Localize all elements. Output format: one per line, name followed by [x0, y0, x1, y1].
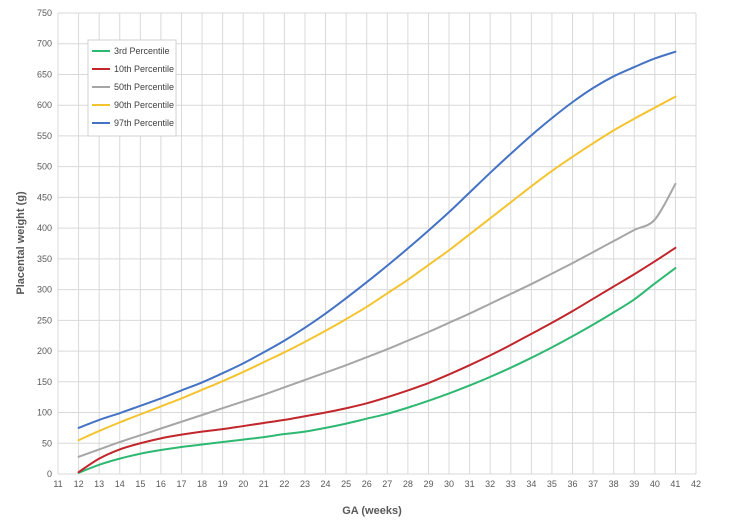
x-tick-label: 30 — [444, 479, 454, 489]
x-tick-label: 42 — [691, 479, 701, 489]
x-tick-label: 19 — [218, 479, 228, 489]
x-tick-label: 38 — [609, 479, 619, 489]
y-tick-labels: 0 50 100 150 200 250 300 350 400 450 500 550 600 650 7… — [37, 8, 52, 479]
x-tick-labels: 11 12 13 14 15 16 17 18 19 20 21 22 23 24 25 26 27 28 29 30… — [53, 479, 701, 489]
x-tick-label: 33 — [506, 479, 516, 489]
x-tick-label: 16 — [156, 479, 166, 489]
y-axis-title: Placental weight (g) — [15, 191, 27, 295]
y-tick-label: 150 — [37, 377, 52, 387]
legend: 3rd Percentile 10th Percentile 50th Percen… — [87, 39, 177, 137]
x-tick-label: 35 — [547, 479, 557, 489]
y-tick-label: 0 — [47, 469, 52, 479]
legend-label-3rd-percentile: 3rd Percentile — [114, 46, 170, 56]
y-tick-label: 200 — [37, 346, 52, 356]
x-tick-label: 21 — [259, 479, 269, 489]
x-tick-label: 29 — [423, 479, 433, 489]
x-tick-label: 37 — [588, 479, 598, 489]
y-tick-label: 500 — [37, 162, 52, 172]
y-tick-label: 600 — [37, 100, 52, 110]
y-tick-label: 300 — [37, 285, 52, 295]
x-tick-label: 18 — [197, 479, 207, 489]
x-tick-label: 34 — [526, 479, 536, 489]
legend-label-97th-percentile: 97th Percentile — [114, 118, 174, 128]
series-lines — [77, 50, 677, 474]
y-tick-label: 50 — [42, 438, 52, 448]
x-tick-label: 15 — [135, 479, 145, 489]
x-tick-label: 28 — [403, 479, 413, 489]
y-tick-label: 250 — [37, 315, 52, 325]
y-tick-label: 450 — [37, 192, 52, 202]
x-tick-label: 17 — [176, 479, 186, 489]
legend-label-50th-percentile: 50th Percentile — [114, 82, 174, 92]
x-tick-label: 20 — [238, 479, 248, 489]
x-tick-label: 40 — [650, 479, 660, 489]
x-tick-label: 26 — [362, 479, 372, 489]
x-tick-label: 13 — [94, 479, 104, 489]
legend-label-10th-percentile: 10th Percentile — [114, 64, 174, 74]
x-tick-label: 23 — [300, 479, 310, 489]
x-tick-label: 41 — [670, 479, 680, 489]
x-tick-label: 36 — [568, 479, 578, 489]
x-tick-label: 14 — [115, 479, 125, 489]
x-tick-label: 27 — [382, 479, 392, 489]
x-tick-label: 31 — [465, 479, 475, 489]
x-tick-label: 39 — [629, 479, 639, 489]
y-tick-label: 550 — [37, 131, 52, 141]
y-tick-label: 700 — [37, 39, 52, 49]
y-tick-label: 400 — [37, 223, 52, 233]
series-line-10th-percentile — [77, 246, 677, 474]
x-tick-label: 11 — [53, 479, 62, 489]
series-line-50th-percentile — [77, 182, 677, 458]
y-tick-label: 100 — [37, 408, 52, 418]
x-tick-label: 22 — [279, 479, 289, 489]
y-tick-label: 350 — [37, 254, 52, 264]
x-tick-label: 25 — [341, 479, 351, 489]
x-tick-label: 12 — [74, 479, 84, 489]
series-line-3rd-percentile — [77, 267, 677, 474]
x-tick-label: 32 — [485, 479, 495, 489]
y-tick-label: 650 — [37, 69, 52, 79]
series-line-90th-percentile — [77, 95, 677, 442]
series-line-97th-percentile — [77, 50, 677, 429]
x-axis-title: GA (weeks) — [342, 505, 402, 517]
legend-label-90th-percentile: 90th Percentile — [114, 100, 174, 110]
y-tick-label: 750 — [37, 8, 52, 18]
x-tick-label: 24 — [321, 479, 331, 489]
